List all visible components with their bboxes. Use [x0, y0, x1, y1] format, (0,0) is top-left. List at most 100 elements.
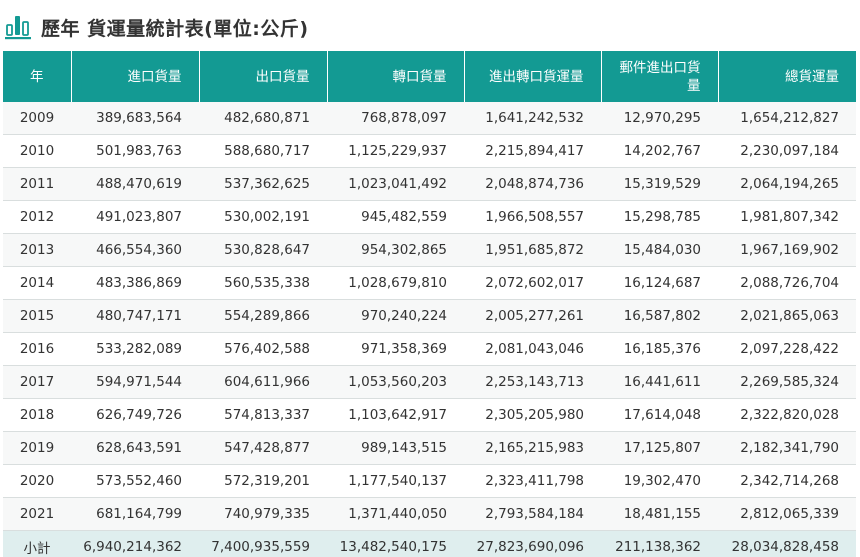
table-header: 年 進口貨量 出口貨量 轉口貨量 進出轉口貨運量 郵件進出口貨量 總貨運量: [3, 51, 856, 102]
table-row: 2021 681,164,799 740,979,335 1,371,440,050 2…: [3, 497, 856, 531]
page-title: 歷年 貨運量統計表(單位:公斤): [41, 17, 309, 40]
cell-grand-total: 2,064,194,265: [718, 167, 856, 201]
cell-year: 2012: [3, 200, 71, 234]
cell-total-cargo: 1,641,242,532: [464, 102, 601, 135]
table-row: 2014 483,386,869 560,535,338 1,028,679,810 2…: [3, 266, 856, 300]
cell-total-cargo: 2,253,143,713: [464, 365, 601, 399]
cell-total-cargo: 2,165,215,983: [464, 431, 601, 465]
cell-import: 466,554,360: [71, 233, 199, 267]
cell-year: 2014: [3, 266, 71, 300]
table-body: 2009 389,683,564 482,680,871 768,878,097 1,6…: [3, 102, 856, 557]
cell-transit: 1,028,679,810: [327, 266, 464, 300]
column-header-import[interactable]: 進口貨量: [71, 51, 200, 102]
column-header-mail[interactable]: 郵件進出口貨量: [601, 51, 719, 102]
cell-import: 628,643,591: [71, 431, 199, 465]
cell-total-cargo: 2,081,043,046: [464, 332, 601, 366]
cell-transit: 945,482,559: [327, 200, 464, 234]
cell-transit: 954,302,865: [327, 233, 464, 267]
cell-transit: 1,125,229,937: [327, 134, 464, 168]
cell-import: 480,747,171: [71, 299, 199, 333]
cell-export: 530,002,191: [199, 200, 327, 234]
cell-export: 588,680,717: [199, 134, 327, 168]
total-cell-import: 6,940,214,362: [71, 530, 199, 557]
table-row: 2017 594,971,544 604,611,966 1,053,560,203 2…: [3, 365, 856, 399]
cell-year: 2018: [3, 398, 71, 432]
cell-total-cargo: 2,323,411,798: [464, 464, 601, 498]
cell-export: 554,289,866: [199, 299, 327, 333]
cell-grand-total: 2,269,585,324: [718, 365, 856, 399]
cell-import: 573,552,460: [71, 464, 199, 498]
cell-export: 530,828,647: [199, 233, 327, 267]
table-row: 2015 480,747,171 554,289,866 970,240,224 2,0…: [3, 299, 856, 333]
cell-total-cargo: 2,005,277,261: [464, 299, 601, 333]
cell-grand-total: 2,182,341,790: [718, 431, 856, 465]
total-row: 小計 6,940,214,362 7,400,935,559 13,482,540,1…: [3, 530, 856, 557]
cargo-stats-table: 年 進口貨量 出口貨量 轉口貨量 進出轉口貨運量 郵件進出口貨量 總貨運量 20…: [3, 51, 856, 557]
cell-grand-total: 2,342,714,268: [718, 464, 856, 498]
cell-grand-total: 1,654,212,827: [718, 102, 856, 135]
total-cell-export: 7,400,935,559: [199, 530, 327, 557]
cell-mail: 14,202,767: [601, 134, 718, 168]
total-cell-transit: 13,482,540,175: [327, 530, 464, 557]
cell-total-cargo: 1,951,685,872: [464, 233, 601, 267]
cell-total-cargo: 2,305,205,980: [464, 398, 601, 432]
cell-import: 488,470,619: [71, 167, 199, 201]
cell-year: 2011: [3, 167, 71, 201]
cell-mail: 16,587,802: [601, 299, 718, 333]
cell-transit: 1,103,642,917: [327, 398, 464, 432]
cell-year: 2013: [3, 233, 71, 267]
cell-mail: 16,124,687: [601, 266, 718, 300]
cell-mail: 17,614,048: [601, 398, 718, 432]
cell-grand-total: 1,981,807,342: [718, 200, 856, 234]
cell-mail: 18,481,155: [601, 497, 718, 531]
cell-export: 604,611,966: [199, 365, 327, 399]
column-header-grand-total[interactable]: 總貨運量: [718, 51, 856, 102]
total-cell-total-cargo: 27,823,690,096: [464, 530, 601, 557]
table-row: 2020 573,552,460 572,319,201 1,177,540,137 2…: [3, 464, 856, 498]
cell-transit: 1,023,041,492: [327, 167, 464, 201]
cell-year: 2009: [3, 102, 71, 135]
cell-mail: 12,970,295: [601, 102, 718, 135]
cell-export: 537,362,625: [199, 167, 327, 201]
cell-year: 2015: [3, 299, 71, 333]
table-row: 2009 389,683,564 482,680,871 768,878,097 1,6…: [3, 102, 856, 135]
cell-grand-total: 2,088,726,704: [718, 266, 856, 300]
cell-grand-total: 2,021,865,063: [718, 299, 856, 333]
cell-export: 482,680,871: [199, 102, 327, 135]
cell-year: 2021: [3, 497, 71, 531]
cell-mail: 15,319,529: [601, 167, 718, 201]
cell-year: 2010: [3, 134, 71, 168]
cell-export: 574,813,337: [199, 398, 327, 432]
cell-import: 533,282,089: [71, 332, 199, 366]
table-row: 2016 533,282,089 576,402,588 971,358,369 2,0…: [3, 332, 856, 366]
column-header-total-cargo[interactable]: 進出轉口貨運量: [464, 51, 602, 102]
cell-import: 389,683,564: [71, 102, 199, 135]
bar-chart-icon: [5, 16, 31, 40]
cell-transit: 971,358,369: [327, 332, 464, 366]
header-row: 年 進口貨量 出口貨量 轉口貨量 進出轉口貨運量 郵件進出口貨量 總貨運量: [3, 51, 856, 102]
cell-grand-total: 2,230,097,184: [718, 134, 856, 168]
column-header-year[interactable]: 年: [3, 51, 72, 102]
cell-total-cargo: 2,793,584,184: [464, 497, 601, 531]
table-row: 2019 628,643,591 547,428,877 989,143,515 2,1…: [3, 431, 856, 465]
cell-total-cargo: 2,215,894,417: [464, 134, 601, 168]
cell-transit: 768,878,097: [327, 102, 464, 135]
table-row: 2018 626,749,726 574,813,337 1,103,642,917 2…: [3, 398, 856, 432]
cell-import: 501,983,763: [71, 134, 199, 168]
title-bar: 歷年 貨運量統計表(單位:公斤): [5, 10, 309, 44]
total-label: 小計: [3, 530, 71, 557]
cell-total-cargo: 1,966,508,557: [464, 200, 601, 234]
column-header-export[interactable]: 出口貨量: [199, 51, 328, 102]
cell-import: 483,386,869: [71, 266, 199, 300]
cell-import: 491,023,807: [71, 200, 199, 234]
cell-export: 576,402,588: [199, 332, 327, 366]
column-header-transit[interactable]: 轉口貨量: [327, 51, 465, 102]
cell-import: 594,971,544: [71, 365, 199, 399]
cell-export: 547,428,877: [199, 431, 327, 465]
cell-year: 2020: [3, 464, 71, 498]
table-row: 2012 491,023,807 530,002,191 945,482,559 1,9…: [3, 200, 856, 234]
cell-transit: 1,371,440,050: [327, 497, 464, 531]
cell-grand-total: 2,812,065,339: [718, 497, 856, 531]
cell-year: 2019: [3, 431, 71, 465]
